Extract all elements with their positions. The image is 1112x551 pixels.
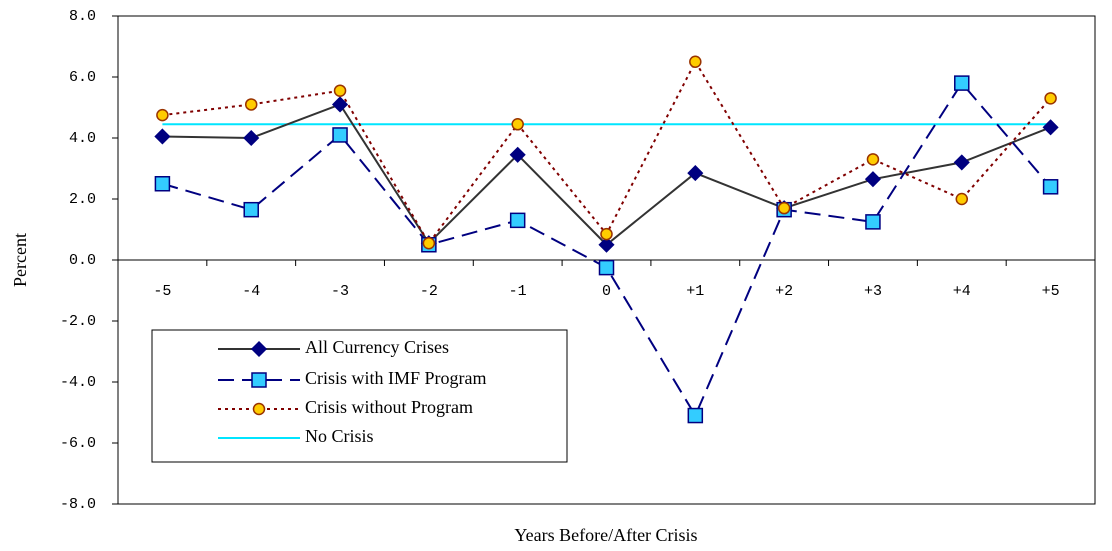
- marker: [509, 146, 526, 163]
- x-tick-label: -2: [420, 283, 438, 300]
- marker: [955, 192, 969, 206]
- marker: [687, 165, 704, 182]
- marker: [954, 75, 970, 91]
- y-tick-label: -8.0: [60, 496, 96, 513]
- marker: [154, 128, 171, 145]
- legend-label: Crisis with IMF Program: [305, 368, 487, 388]
- marker: [331, 96, 349, 113]
- y-axis-title: Percent: [10, 233, 30, 287]
- x-tick-label: +3: [864, 283, 882, 300]
- marker: [244, 98, 258, 111]
- marker: [953, 154, 970, 171]
- marker: [777, 201, 791, 215]
- marker: [422, 236, 436, 250]
- legend-box: [151, 329, 568, 463]
- y-tick-label: -4.0: [60, 374, 96, 391]
- marker: [866, 153, 880, 166]
- x-tick-label: +2: [775, 283, 793, 300]
- y-tick-label: 4.0: [69, 130, 96, 147]
- series-line: [162, 103, 1051, 247]
- marker: [1042, 119, 1059, 136]
- y-tick-label: -2.0: [60, 313, 96, 330]
- marker: [243, 201, 259, 218]
- x-tick-label: 0: [602, 283, 611, 300]
- marker: [689, 55, 702, 68]
- y-tick-label: 2.0: [69, 191, 96, 208]
- x-tick-label: -3: [331, 283, 349, 300]
- x-tick-label: -1: [509, 283, 527, 300]
- marker: [600, 227, 613, 241]
- marker: [598, 259, 615, 276]
- x-tick-label: +5: [1042, 283, 1060, 300]
- marker: [252, 402, 266, 416]
- legend-label: Crisis without Program: [305, 397, 473, 417]
- marker: [509, 212, 526, 229]
- marker: [598, 236, 615, 253]
- x-tick-label: +1: [686, 283, 704, 300]
- marker: [251, 372, 267, 388]
- marker: [250, 340, 268, 358]
- legend-label: All Currency Crises: [305, 337, 449, 357]
- marker: [687, 407, 704, 424]
- marker: [332, 127, 348, 143]
- y-tick-label: 0.0: [69, 252, 96, 269]
- y-tick-label: 6.0: [69, 69, 96, 86]
- y-tick-label: -6.0: [60, 435, 96, 452]
- x-axis-title: Years Before/After Crisis: [514, 525, 697, 545]
- marker: [1044, 92, 1057, 105]
- marker: [511, 118, 524, 131]
- x-tick-label: -4: [242, 283, 260, 300]
- marker: [154, 176, 171, 192]
- x-tick-label: +4: [953, 283, 971, 300]
- marker: [865, 214, 881, 230]
- marker: [156, 108, 169, 122]
- x-tick-label: -5: [153, 283, 171, 300]
- marker: [1042, 179, 1059, 195]
- legend-label: No Crisis: [305, 426, 374, 446]
- marker: [864, 171, 882, 188]
- y-tick-label: 8.0: [69, 8, 96, 25]
- marker: [333, 84, 347, 97]
- marker: [243, 129, 260, 147]
